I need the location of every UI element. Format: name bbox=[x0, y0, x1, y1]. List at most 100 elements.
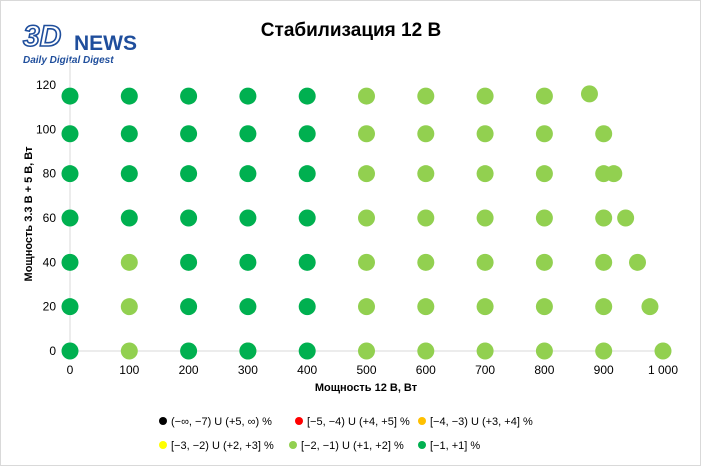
legend-label: [−5, −4) U (+4, +5] % bbox=[307, 416, 410, 428]
x-tick-label: 1 000 bbox=[648, 363, 678, 377]
legend-item: (−∞, −7) U (+5, ∞) % bbox=[159, 416, 272, 428]
data-point bbox=[617, 209, 635, 227]
data-point bbox=[535, 342, 553, 360]
data-point bbox=[595, 125, 613, 143]
y-tick-label: 60 bbox=[43, 211, 57, 225]
logo: 3D NEWS Daily Digital Digest bbox=[22, 19, 137, 66]
y-tick-label: 0 bbox=[49, 344, 56, 358]
legend-item: [−1, +1] % bbox=[418, 440, 480, 452]
data-point bbox=[239, 298, 257, 316]
data-point bbox=[239, 125, 257, 143]
data-point bbox=[180, 87, 198, 105]
data-point bbox=[476, 87, 494, 105]
y-tick-label: 20 bbox=[43, 300, 57, 314]
data-point bbox=[358, 342, 375, 360]
legend-label: (−∞, −7) U (+5, ∞) % bbox=[171, 416, 272, 428]
data-point bbox=[120, 342, 138, 360]
data-point bbox=[595, 298, 613, 316]
data-point bbox=[239, 253, 257, 271]
data-point bbox=[298, 125, 316, 143]
data-point bbox=[120, 253, 138, 271]
x-tick-label: 0 bbox=[67, 363, 74, 377]
data-points bbox=[61, 85, 672, 360]
data-point bbox=[239, 87, 257, 105]
data-point bbox=[358, 165, 375, 183]
data-point bbox=[61, 165, 79, 183]
legend-label: [−2, −1) U (+1, +2] % bbox=[301, 440, 404, 452]
data-point bbox=[180, 342, 198, 360]
data-point bbox=[417, 209, 435, 227]
data-point bbox=[417, 125, 435, 143]
data-point bbox=[180, 165, 198, 183]
legend-marker bbox=[418, 417, 426, 425]
data-point bbox=[417, 298, 435, 316]
data-point bbox=[239, 342, 257, 360]
data-point bbox=[358, 125, 375, 143]
data-point bbox=[417, 87, 435, 105]
legend-marker bbox=[159, 417, 167, 425]
data-point bbox=[476, 165, 494, 183]
y-tick-label: 100 bbox=[36, 122, 56, 136]
data-point bbox=[298, 342, 316, 360]
data-point bbox=[476, 125, 494, 143]
data-point bbox=[629, 253, 647, 271]
x-tick-label: 200 bbox=[179, 363, 199, 377]
data-point bbox=[641, 298, 659, 316]
data-point bbox=[120, 209, 138, 227]
legend-marker bbox=[289, 441, 297, 449]
legend-marker bbox=[159, 441, 167, 449]
y-tick-label: 120 bbox=[36, 78, 56, 92]
data-point bbox=[298, 298, 316, 316]
data-point bbox=[595, 253, 613, 271]
legend-label: [−1, +1] % bbox=[430, 440, 480, 452]
legend-item: [−4, −3) U (+3, +4] % bbox=[418, 416, 533, 428]
data-point bbox=[654, 342, 672, 360]
legend-item: [−3, −2) U (+2, +3] % bbox=[159, 440, 274, 452]
data-point bbox=[61, 209, 79, 227]
data-point bbox=[180, 125, 198, 143]
data-point bbox=[120, 165, 138, 183]
x-axis-label: Мощность 12 В, Вт bbox=[315, 382, 418, 394]
data-point bbox=[605, 165, 623, 183]
data-point bbox=[476, 253, 494, 271]
y-tick-label: 80 bbox=[43, 167, 57, 181]
data-point bbox=[535, 298, 553, 316]
data-point bbox=[61, 298, 79, 316]
logo-tagline: Daily Digital Digest bbox=[23, 55, 114, 66]
data-point bbox=[535, 253, 553, 271]
data-point bbox=[120, 125, 138, 143]
legend: (−∞, −7) U (+5, ∞) % [−5, −4) U (+4, +5] … bbox=[159, 416, 533, 452]
x-tick-label: 300 bbox=[238, 363, 258, 377]
data-point bbox=[476, 298, 494, 316]
chart-title: Стабилизация 12 В bbox=[261, 20, 441, 41]
data-point bbox=[239, 165, 257, 183]
data-point bbox=[595, 342, 613, 360]
data-point bbox=[358, 209, 375, 227]
legend-marker bbox=[418, 441, 426, 449]
legend-item: [−5, −4) U (+4, +5] % bbox=[295, 416, 410, 428]
data-point bbox=[417, 165, 435, 183]
data-point bbox=[535, 209, 553, 227]
data-point bbox=[535, 165, 553, 183]
data-point bbox=[120, 87, 138, 105]
logo-brand-suffix: NEWS bbox=[74, 32, 137, 55]
y-tick-labels: 0 20 40 60 80 100 120 bbox=[36, 78, 56, 358]
x-tick-label: 800 bbox=[534, 363, 554, 377]
data-point bbox=[61, 87, 79, 105]
data-point bbox=[180, 253, 198, 271]
data-point bbox=[476, 342, 494, 360]
legend-item: [−2, −1) U (+1, +2] % bbox=[289, 440, 404, 452]
x-tick-label: 600 bbox=[416, 363, 436, 377]
data-point bbox=[298, 165, 316, 183]
data-point bbox=[535, 87, 553, 105]
data-point bbox=[298, 87, 316, 105]
logo-brand: 3D bbox=[23, 20, 61, 53]
x-tick-label: 100 bbox=[119, 363, 139, 377]
data-point bbox=[476, 209, 494, 227]
data-point bbox=[61, 125, 79, 143]
legend-marker bbox=[295, 417, 303, 425]
x-tick-label: 400 bbox=[297, 363, 317, 377]
legend-label: [−4, −3) U (+3, +4] % bbox=[430, 416, 533, 428]
